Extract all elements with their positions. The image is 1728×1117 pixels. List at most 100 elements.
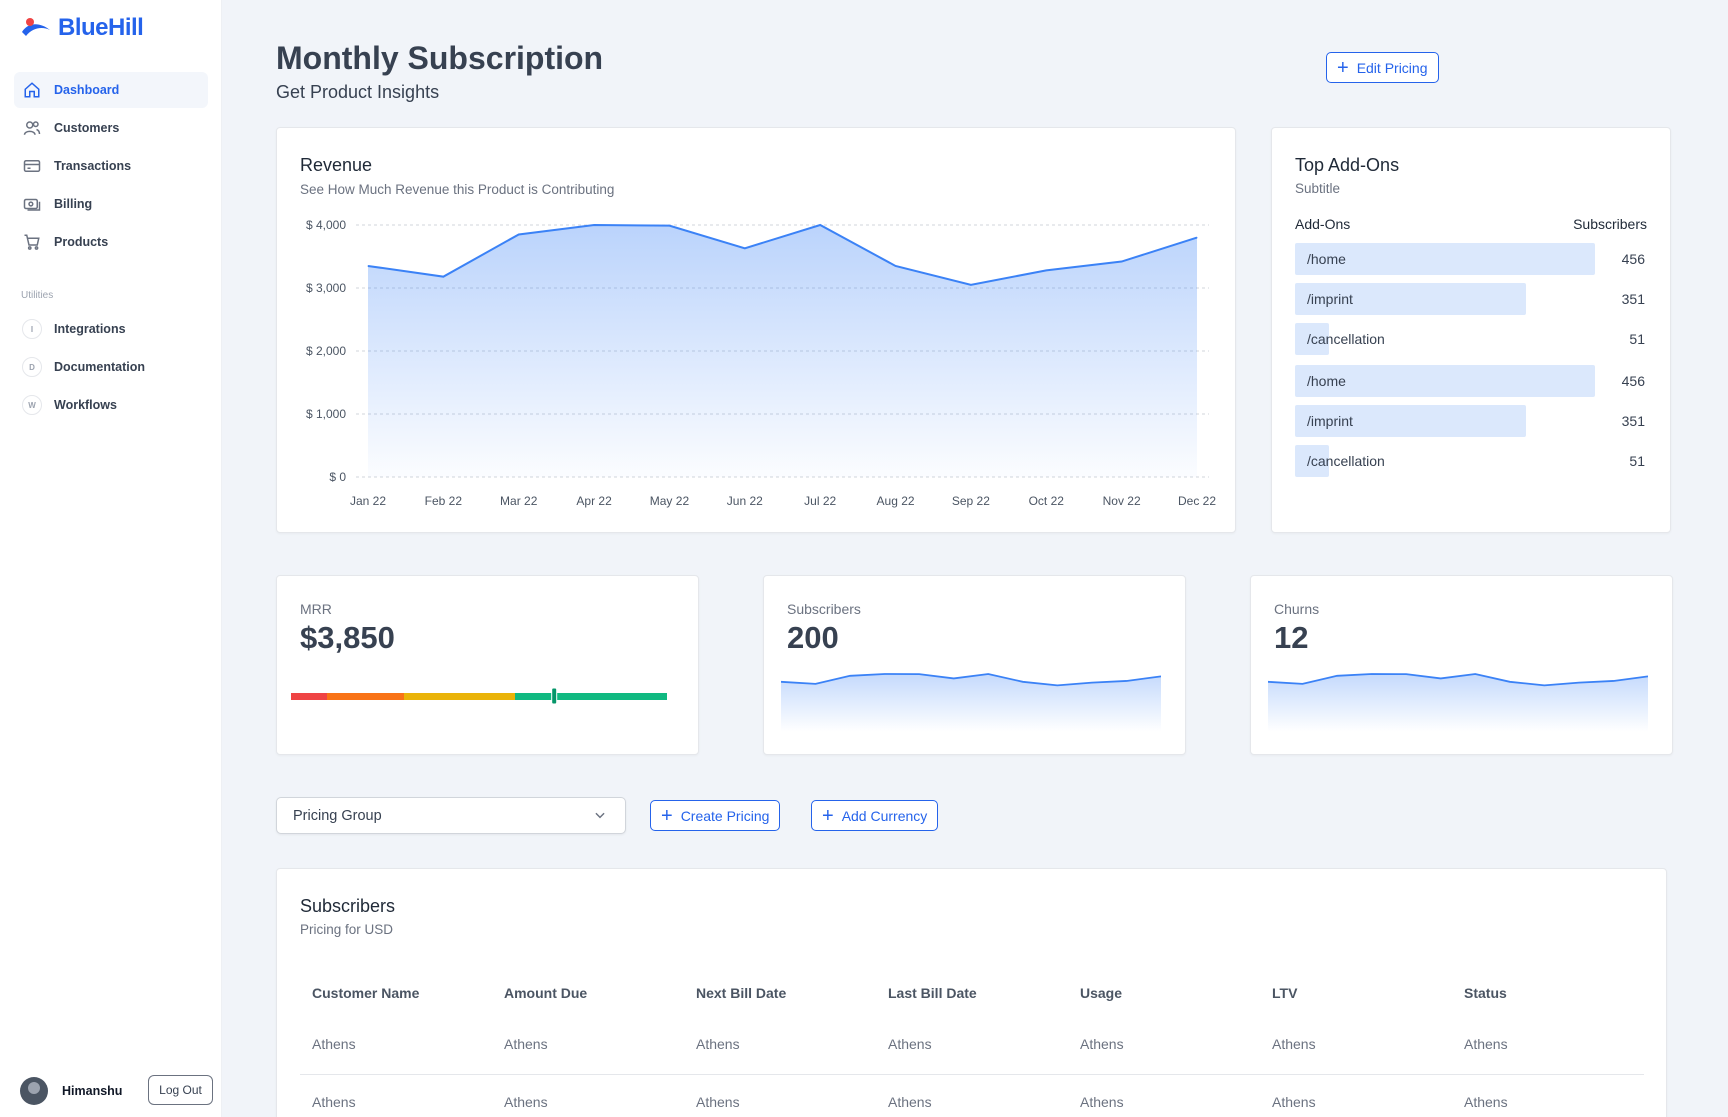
churns-card: Churns 12 bbox=[1250, 575, 1673, 755]
logo-text: BlueHill bbox=[58, 14, 144, 41]
addon-bar bbox=[1295, 243, 1595, 275]
addon-row[interactable]: /imprint 351 bbox=[1295, 405, 1645, 437]
sidebar-item-customers[interactable]: Customers bbox=[14, 110, 208, 146]
revenue-point[interactable] bbox=[668, 225, 670, 227]
gauge-segment bbox=[327, 693, 404, 700]
addon-row[interactable]: /imprint 351 bbox=[1295, 283, 1645, 315]
workflows-badge-icon: W bbox=[22, 395, 42, 415]
revenue-point[interactable] bbox=[593, 224, 595, 226]
subscribers-label: Subscribers bbox=[787, 601, 861, 617]
sidebar-item-dashboard[interactable]: Dashboard bbox=[14, 72, 208, 108]
plus-icon: + bbox=[1337, 56, 1349, 79]
logo[interactable]: BlueHill bbox=[20, 14, 144, 42]
addon-row[interactable]: /cancellation 51 bbox=[1295, 445, 1645, 477]
sidebar-item-label: Dashboard bbox=[54, 83, 120, 97]
addon-value: 51 bbox=[1629, 453, 1645, 469]
table-header-cell[interactable]: Last Bill Date bbox=[888, 985, 977, 1001]
user-profile[interactable]: Himanshu bbox=[20, 1077, 122, 1105]
subscribers-card: Subscribers 200 bbox=[763, 575, 1186, 755]
sidebar-item-label: Transactions bbox=[54, 159, 132, 173]
x-tick-label: Nov 22 bbox=[1103, 494, 1141, 508]
revenue-point[interactable] bbox=[367, 265, 369, 267]
sidebar-item-workflows[interactable]: W Workflows bbox=[14, 387, 208, 423]
y-tick-label: $ 4,000 bbox=[306, 218, 346, 232]
subscribers-sparkline bbox=[781, 673, 1161, 732]
revenue-point[interactable] bbox=[442, 276, 444, 278]
revenue-area bbox=[368, 225, 1197, 477]
integrations-badge-icon: I bbox=[22, 319, 42, 339]
pricing-group-placeholder: Pricing Group bbox=[293, 808, 382, 824]
addon-bar bbox=[1295, 405, 1526, 437]
table-header-cell[interactable]: LTV bbox=[1272, 985, 1298, 1001]
sidebar-item-documentation[interactable]: D Documentation bbox=[14, 349, 208, 385]
table-cell: Athens bbox=[1464, 1036, 1508, 1052]
subscribers-value: 200 bbox=[787, 620, 839, 655]
addon-row[interactable]: /cancellation 51 bbox=[1295, 323, 1645, 355]
table-header-cell[interactable]: Status bbox=[1464, 985, 1507, 1001]
sidebar-item-label: Customers bbox=[54, 121, 120, 135]
x-tick-label: Apr 22 bbox=[576, 494, 612, 508]
sidebar-item-label: Integrations bbox=[54, 322, 126, 336]
revenue-point[interactable] bbox=[1045, 269, 1047, 271]
table-cell: Athens bbox=[504, 1094, 548, 1110]
table-cell: Athens bbox=[504, 1036, 548, 1052]
revenue-card: Revenue See How Much Revenue this Produc… bbox=[276, 127, 1236, 533]
credit-card-icon bbox=[22, 156, 42, 176]
sparkline-line bbox=[781, 673, 1161, 687]
sidebar-item-billing[interactable]: Billing bbox=[14, 186, 208, 222]
logout-button[interactable]: Log Out bbox=[148, 1075, 213, 1105]
addon-row[interactable]: /home 456 bbox=[1295, 365, 1645, 397]
x-tick-label: Jan 22 bbox=[350, 494, 386, 508]
churns-value: 12 bbox=[1274, 620, 1309, 655]
x-tick-label: Aug 22 bbox=[877, 494, 915, 508]
x-tick-label: Oct 22 bbox=[1029, 494, 1065, 508]
table-header-cell[interactable]: Next Bill Date bbox=[696, 985, 787, 1001]
gauge-segment bbox=[515, 693, 667, 700]
table-cell: Athens bbox=[696, 1036, 740, 1052]
table-subtitle: Pricing for USD bbox=[300, 922, 394, 937]
addon-name: /imprint bbox=[1307, 291, 1353, 307]
addon-row[interactable]: /home 456 bbox=[1295, 243, 1645, 275]
gauge-marker[interactable] bbox=[551, 687, 558, 705]
table-cell: Athens bbox=[1464, 1094, 1508, 1110]
addons-col-value: Subscribers bbox=[1573, 216, 1647, 232]
pricing-group-select[interactable]: Pricing Group bbox=[276, 797, 626, 834]
revenue-point[interactable] bbox=[895, 265, 897, 267]
revenue-point[interactable] bbox=[970, 284, 972, 286]
add-currency-label: Add Currency bbox=[841, 807, 928, 824]
x-tick-label: Sep 22 bbox=[952, 494, 990, 508]
sidebar-item-label: Workflows bbox=[54, 398, 117, 412]
sidebar-item-integrations[interactable]: I Integrations bbox=[14, 311, 208, 347]
create-pricing-button[interactable]: + Create Pricing bbox=[650, 800, 781, 831]
revenue-point[interactable] bbox=[744, 247, 746, 249]
revenue-subtitle: See How Much Revenue this Product is Con… bbox=[300, 182, 615, 197]
add-currency-button[interactable]: + Add Currency bbox=[811, 800, 939, 831]
bluehill-logo-icon bbox=[22, 18, 50, 36]
revenue-point[interactable] bbox=[819, 224, 821, 226]
revenue-point[interactable] bbox=[1196, 237, 1198, 239]
sparkline-area bbox=[781, 674, 1161, 732]
revenue-point[interactable] bbox=[1121, 261, 1123, 263]
mrr-label: MRR bbox=[300, 601, 332, 617]
edit-pricing-button[interactable]: + Edit Pricing bbox=[1326, 52, 1439, 83]
sidebar-item-products[interactable]: Products bbox=[14, 224, 208, 260]
addons-title: Top Add-Ons bbox=[1295, 155, 1400, 175]
addon-bar bbox=[1295, 323, 1329, 355]
addon-value: 51 bbox=[1629, 331, 1645, 347]
addon-value: 351 bbox=[1621, 413, 1645, 429]
table-header-cell[interactable]: Amount Due bbox=[504, 985, 588, 1001]
table-cell: Athens bbox=[1272, 1036, 1316, 1052]
edit-pricing-label: Edit Pricing bbox=[1356, 59, 1428, 76]
y-tick-label: $ 3,000 bbox=[306, 281, 346, 295]
table-cell: Athens bbox=[1080, 1036, 1124, 1052]
revenue-line bbox=[367, 223, 1198, 286]
plus-icon: + bbox=[661, 804, 673, 827]
revenue-point[interactable] bbox=[518, 233, 520, 235]
addon-name: /home bbox=[1307, 251, 1346, 267]
x-tick-label: Feb 22 bbox=[425, 494, 463, 508]
cash-icon bbox=[22, 194, 42, 214]
table-header-cell[interactable]: Customer Name bbox=[312, 985, 420, 1001]
gauge-segment bbox=[291, 693, 327, 700]
table-header-cell[interactable]: Usage bbox=[1080, 985, 1123, 1001]
sidebar-item-transactions[interactable]: Transactions bbox=[14, 148, 208, 184]
